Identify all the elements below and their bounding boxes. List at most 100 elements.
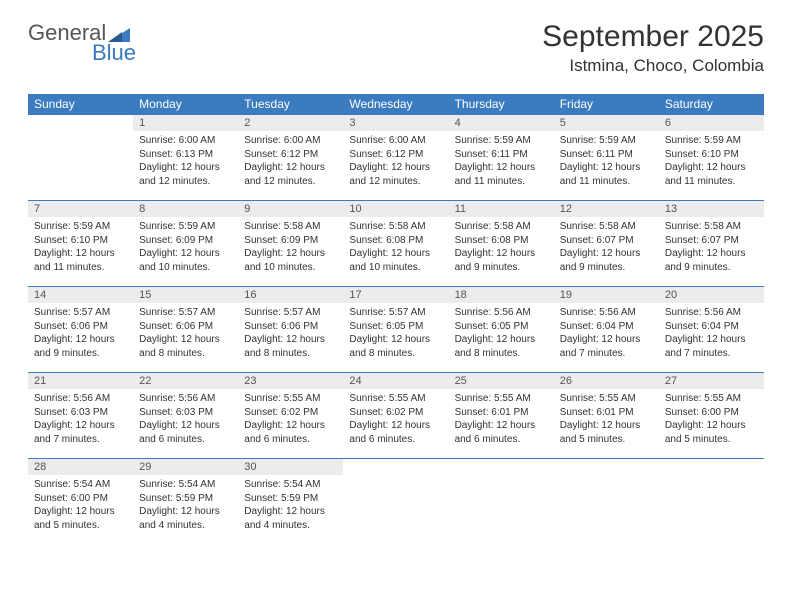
day-cell: 2Sunrise: 6:00 AMSunset: 6:12 PMDaylight… [238,115,343,201]
day-number: 4 [449,115,554,131]
day-dl1: Daylight: 12 hours [455,161,548,175]
day-body: Sunrise: 5:55 AMSunset: 6:01 PMDaylight:… [554,389,659,452]
day-number: 17 [343,287,448,303]
day-dl1: Daylight: 12 hours [665,419,758,433]
day-body: Sunrise: 5:58 AMSunset: 6:07 PMDaylight:… [554,217,659,280]
day-dl2: and 6 minutes. [349,433,442,447]
day-ss: Sunset: 5:59 PM [244,492,337,506]
day-cell: 28Sunrise: 5:54 AMSunset: 6:00 PMDayligh… [28,459,133,545]
day-cell: 27Sunrise: 5:55 AMSunset: 6:00 PMDayligh… [659,373,764,459]
day-sr: Sunrise: 5:59 AM [455,134,548,148]
day-number: 11 [449,201,554,217]
day-number: 14 [28,287,133,303]
day-number: 15 [133,287,238,303]
day-cell: 9Sunrise: 5:58 AMSunset: 6:09 PMDaylight… [238,201,343,287]
day-body: Sunrise: 5:55 AMSunset: 6:00 PMDaylight:… [659,389,764,452]
day-body: Sunrise: 5:57 AMSunset: 6:06 PMDaylight:… [133,303,238,366]
day-ss: Sunset: 6:03 PM [139,406,232,420]
day-dl2: and 10 minutes. [349,261,442,275]
day-dl1: Daylight: 12 hours [244,419,337,433]
day-number: 9 [238,201,343,217]
day-body: Sunrise: 5:54 AMSunset: 5:59 PMDaylight:… [133,475,238,538]
day-ss: Sunset: 6:11 PM [560,148,653,162]
day-body: Sunrise: 5:56 AMSunset: 6:05 PMDaylight:… [449,303,554,366]
dayname-saturday: Saturday [659,94,764,115]
day-dl2: and 6 minutes. [244,433,337,447]
day-number: 28 [28,459,133,475]
day-dl1: Daylight: 12 hours [349,419,442,433]
day-dl1: Daylight: 12 hours [34,247,127,261]
day-cell: 25Sunrise: 5:55 AMSunset: 6:01 PMDayligh… [449,373,554,459]
day-cell: . [449,459,554,545]
day-dl1: Daylight: 12 hours [244,161,337,175]
day-cell: 30Sunrise: 5:54 AMSunset: 5:59 PMDayligh… [238,459,343,545]
day-sr: Sunrise: 5:59 AM [34,220,127,234]
day-ss: Sunset: 6:09 PM [244,234,337,248]
day-sr: Sunrise: 5:55 AM [244,392,337,406]
day-ss: Sunset: 6:04 PM [665,320,758,334]
day-number: 8 [133,201,238,217]
day-number: 25 [449,373,554,389]
day-header-row: Sunday Monday Tuesday Wednesday Thursday… [28,94,764,115]
day-sr: Sunrise: 5:54 AM [34,478,127,492]
day-number: 21 [28,373,133,389]
day-number: 22 [133,373,238,389]
logo-text-bottom: Blue [92,40,136,66]
day-cell: 6Sunrise: 5:59 AMSunset: 6:10 PMDaylight… [659,115,764,201]
dayname-friday: Friday [554,94,659,115]
day-sr: Sunrise: 5:57 AM [349,306,442,320]
day-cell: 10Sunrise: 5:58 AMSunset: 6:08 PMDayligh… [343,201,448,287]
day-dl2: and 7 minutes. [34,433,127,447]
day-number: 12 [554,201,659,217]
day-body: Sunrise: 5:56 AMSunset: 6:03 PMDaylight:… [133,389,238,452]
day-dl1: Daylight: 12 hours [455,247,548,261]
day-dl2: and 8 minutes. [244,347,337,361]
day-sr: Sunrise: 5:56 AM [139,392,232,406]
day-number: 2 [238,115,343,131]
day-sr: Sunrise: 5:55 AM [455,392,548,406]
day-sr: Sunrise: 5:57 AM [244,306,337,320]
day-dl2: and 6 minutes. [139,433,232,447]
week-row: 21Sunrise: 5:56 AMSunset: 6:03 PMDayligh… [28,373,764,459]
day-sr: Sunrise: 5:57 AM [139,306,232,320]
day-dl2: and 7 minutes. [560,347,653,361]
day-dl2: and 11 minutes. [665,175,758,189]
day-body: Sunrise: 5:57 AMSunset: 6:05 PMDaylight:… [343,303,448,366]
month-title: September 2025 [542,20,764,54]
day-sr: Sunrise: 5:56 AM [34,392,127,406]
day-body: Sunrise: 6:00 AMSunset: 6:12 PMDaylight:… [343,131,448,194]
day-body: Sunrise: 5:55 AMSunset: 6:02 PMDaylight:… [343,389,448,452]
day-cell: 8Sunrise: 5:59 AMSunset: 6:09 PMDaylight… [133,201,238,287]
day-ss: Sunset: 6:02 PM [349,406,442,420]
day-cell: 20Sunrise: 5:56 AMSunset: 6:04 PMDayligh… [659,287,764,373]
day-cell: 15Sunrise: 5:57 AMSunset: 6:06 PMDayligh… [133,287,238,373]
day-dl1: Daylight: 12 hours [244,505,337,519]
day-dl2: and 9 minutes. [560,261,653,275]
day-dl2: and 10 minutes. [139,261,232,275]
day-number: 7 [28,201,133,217]
day-number: 5 [554,115,659,131]
day-cell: 19Sunrise: 5:56 AMSunset: 6:04 PMDayligh… [554,287,659,373]
day-ss: Sunset: 6:07 PM [665,234,758,248]
day-dl1: Daylight: 12 hours [560,333,653,347]
day-dl2: and 4 minutes. [139,519,232,533]
day-dl1: Daylight: 12 hours [244,247,337,261]
day-ss: Sunset: 6:00 PM [34,492,127,506]
day-sr: Sunrise: 5:59 AM [665,134,758,148]
day-dl1: Daylight: 12 hours [560,161,653,175]
day-cell: 12Sunrise: 5:58 AMSunset: 6:07 PMDayligh… [554,201,659,287]
day-dl1: Daylight: 12 hours [349,333,442,347]
dayname-sunday: Sunday [28,94,133,115]
day-ss: Sunset: 6:11 PM [455,148,548,162]
day-body: Sunrise: 5:56 AMSunset: 6:04 PMDaylight:… [554,303,659,366]
day-cell: 18Sunrise: 5:56 AMSunset: 6:05 PMDayligh… [449,287,554,373]
day-dl2: and 11 minutes. [560,175,653,189]
day-body: Sunrise: 5:59 AMSunset: 6:11 PMDaylight:… [554,131,659,194]
day-dl1: Daylight: 12 hours [560,247,653,261]
day-sr: Sunrise: 5:56 AM [665,306,758,320]
day-dl1: Daylight: 12 hours [139,333,232,347]
day-sr: Sunrise: 5:59 AM [560,134,653,148]
day-dl1: Daylight: 12 hours [455,333,548,347]
day-ss: Sunset: 6:01 PM [455,406,548,420]
week-row: 28 Sunrise: 5:54 AMSunset: 6:00 PM Dayligh… [28,459,764,545]
